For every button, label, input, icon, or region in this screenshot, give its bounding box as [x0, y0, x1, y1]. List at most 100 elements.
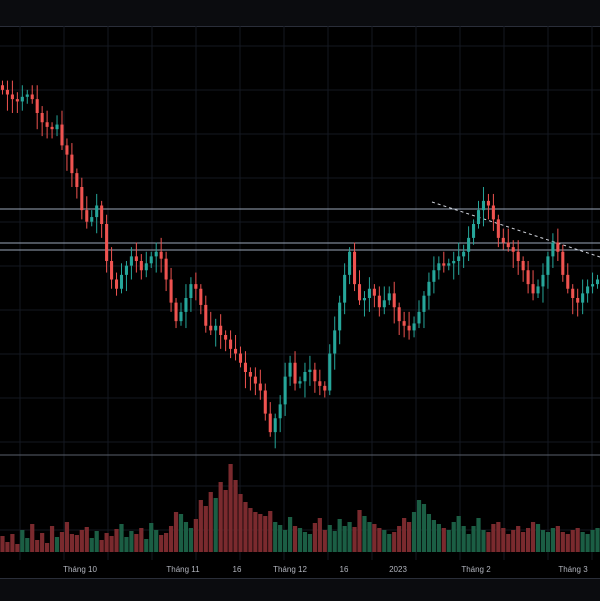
candle-body — [149, 256, 153, 264]
candle-body — [338, 302, 342, 331]
candle-body — [278, 404, 282, 419]
candle-body — [234, 348, 238, 354]
volume-bar — [253, 512, 258, 552]
volume-bar — [258, 514, 263, 552]
volume-bar — [530, 522, 536, 552]
volume-bar — [168, 526, 174, 552]
candle-body — [159, 251, 163, 259]
candle-body — [467, 237, 471, 252]
candle-body — [536, 286, 540, 294]
volume-bar — [521, 532, 526, 552]
candle-body — [60, 124, 64, 146]
volume-bar — [471, 526, 476, 552]
candle-body — [154, 251, 158, 257]
volume-bar — [312, 523, 317, 552]
candle-body — [586, 286, 590, 294]
volume-bar — [372, 524, 377, 552]
volume-bar — [580, 532, 585, 552]
status-bar — [0, 578, 600, 601]
volume-bar — [585, 534, 590, 552]
candle-body — [114, 279, 119, 289]
candle-body — [100, 205, 104, 224]
toolbar — [0, 0, 600, 27]
volume-bar — [104, 533, 109, 552]
volume-bar — [10, 534, 15, 552]
candle-body — [576, 298, 580, 303]
candle-body — [80, 187, 84, 211]
volume-bar — [535, 524, 541, 552]
candle-body — [35, 99, 39, 113]
candle-body — [288, 362, 292, 377]
candle-body — [40, 113, 44, 123]
volume-bar — [441, 528, 446, 552]
time-axis-tick-label: Tháng 11 — [166, 565, 200, 574]
candle-body — [253, 376, 257, 384]
volume-bar — [307, 534, 313, 552]
volume-bar — [402, 518, 407, 552]
candle-body — [357, 284, 362, 301]
volume-bar — [79, 530, 84, 552]
volume-bar — [228, 464, 233, 552]
volume-bar — [446, 530, 451, 552]
candle-body — [194, 284, 198, 289]
volume-bar — [317, 518, 322, 552]
candle-body — [377, 295, 381, 308]
candle-body — [219, 325, 223, 335]
candle-body — [209, 325, 213, 331]
volume-bar — [183, 522, 189, 552]
candle-body — [50, 126, 54, 130]
volume-bar — [511, 530, 516, 552]
volume-bar — [327, 525, 332, 552]
volume-bar — [25, 538, 30, 552]
volume-bar — [491, 524, 496, 552]
candle-body — [189, 284, 193, 298]
candle-body — [169, 279, 173, 303]
candle-body — [526, 270, 530, 285]
candle-body — [313, 369, 317, 382]
volume-bar — [322, 530, 327, 552]
volume-bar — [357, 510, 362, 552]
volume-bar — [382, 530, 387, 552]
volume-bar — [178, 514, 184, 552]
volume-bar — [149, 523, 154, 552]
candle-body — [110, 261, 114, 280]
volume-bar — [540, 530, 546, 552]
volume-bar — [144, 539, 149, 552]
candle-body — [184, 298, 188, 312]
volume-bar — [45, 543, 50, 552]
volume-bar — [74, 535, 79, 552]
time-axis-tick-label: 16 — [339, 565, 349, 574]
candle-body — [491, 205, 495, 220]
volume-bar — [352, 527, 357, 552]
candle-body — [134, 256, 138, 261]
volume-bar — [218, 482, 223, 552]
volume-bar — [387, 534, 392, 552]
volume-bar — [188, 528, 194, 552]
volume-bar — [208, 492, 213, 552]
price-chart[interactable] — [0, 26, 600, 560]
volume-bar — [84, 527, 89, 552]
candle-body — [501, 237, 505, 243]
volume-bar — [292, 526, 298, 552]
volume-bar — [560, 532, 565, 552]
candle-body — [591, 284, 595, 287]
volume-bar — [49, 526, 55, 552]
candle-body — [367, 288, 371, 298]
volume-bar — [486, 532, 491, 552]
volume-bar — [5, 542, 10, 552]
volume-bar — [243, 502, 248, 552]
candle-body — [199, 288, 203, 305]
volume-bar — [525, 528, 531, 552]
volume-bar — [426, 514, 432, 552]
volume-bar — [342, 526, 347, 552]
candle-body — [5, 89, 9, 95]
volume-bar — [476, 518, 481, 552]
candle-body — [95, 205, 99, 218]
candle-body — [556, 242, 560, 252]
volume-bar — [456, 516, 461, 552]
candle-body — [402, 321, 406, 326]
candle-body — [214, 325, 218, 331]
volume-bar — [496, 522, 501, 552]
volume-bar — [550, 528, 555, 552]
volume-bar — [332, 531, 337, 552]
